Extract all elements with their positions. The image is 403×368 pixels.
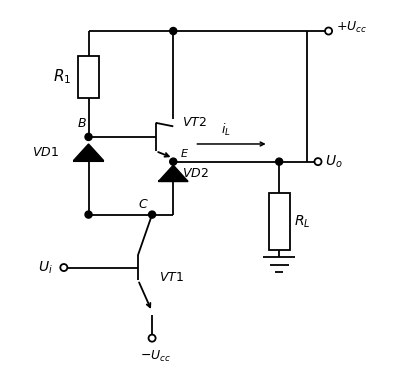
Text: $C$: $C$ [138, 198, 149, 211]
Text: $+U_{cc}$: $+U_{cc}$ [336, 20, 367, 35]
Polygon shape [73, 144, 104, 161]
Text: $VT2$: $VT2$ [182, 116, 207, 129]
Text: $B$: $B$ [77, 117, 87, 130]
Text: $R_1$: $R_1$ [53, 68, 71, 86]
Text: $R_L$: $R_L$ [294, 213, 310, 230]
Polygon shape [158, 165, 188, 181]
Text: $-U_{cc}$: $-U_{cc}$ [140, 349, 171, 364]
Bar [78, 56, 99, 98]
Circle shape [170, 158, 177, 165]
Text: $VT1$: $VT1$ [159, 271, 184, 284]
Text: $VD1$: $VD1$ [31, 146, 58, 159]
Circle shape [170, 28, 177, 35]
Circle shape [85, 133, 92, 141]
Text: $U_o$: $U_o$ [325, 153, 343, 170]
Circle shape [276, 158, 283, 165]
Circle shape [85, 211, 92, 218]
Text: $U_i$: $U_i$ [38, 259, 53, 276]
Text: $i_L$: $i_L$ [221, 121, 231, 138]
Circle shape [149, 211, 156, 218]
Bar [268, 194, 290, 250]
Text: $E$: $E$ [180, 147, 189, 159]
Text: $VD2$: $VD2$ [182, 167, 209, 180]
